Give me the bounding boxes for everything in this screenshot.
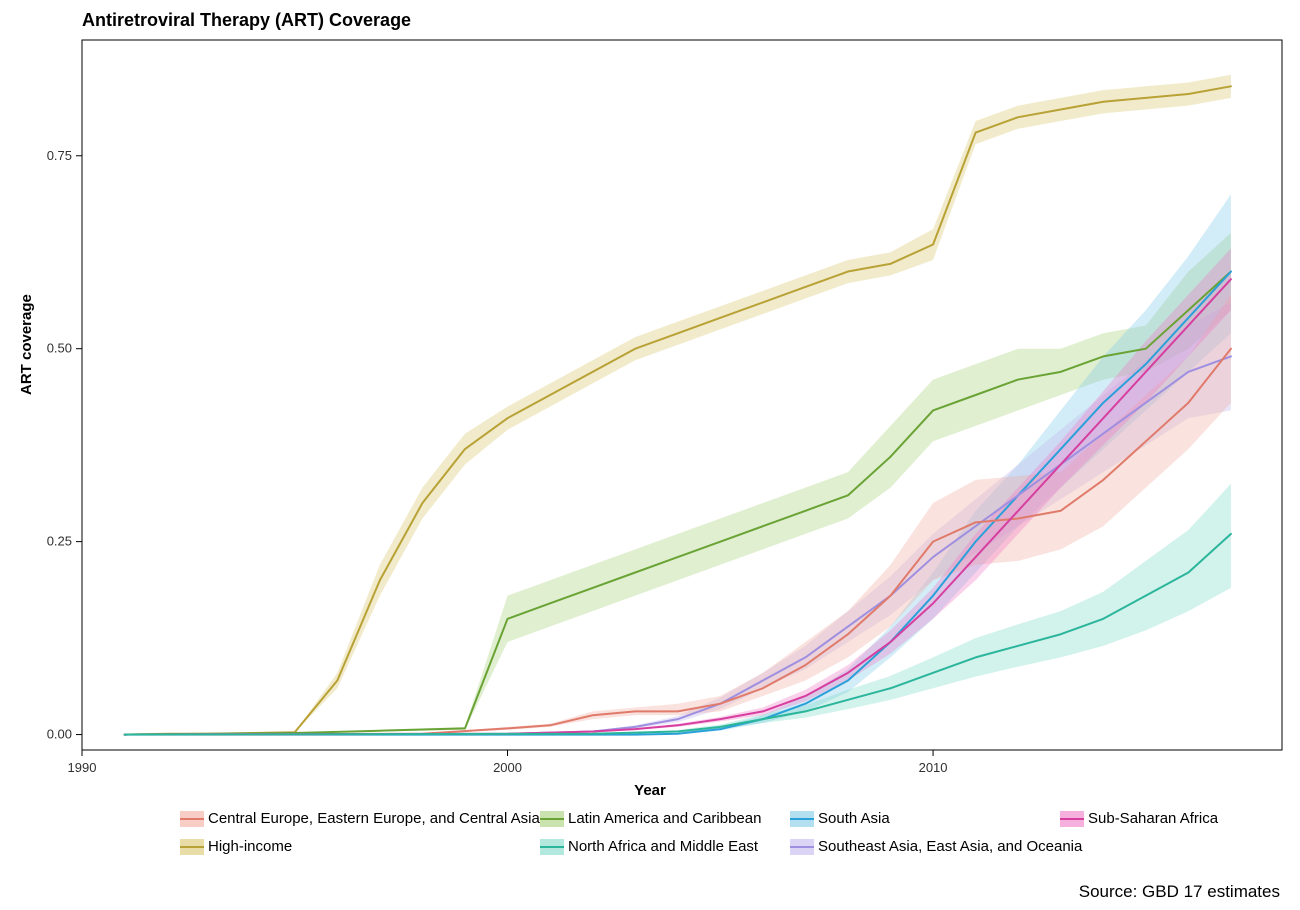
legend-swatch xyxy=(790,839,814,855)
legend-item-name: North Africa and Middle East xyxy=(540,838,758,855)
source-note: Source: GBD 17 estimates xyxy=(1079,882,1280,902)
x-tick-label: 2010 xyxy=(919,760,948,775)
y-tick-label: 0.00 xyxy=(47,727,72,742)
x-tick-label: 2000 xyxy=(493,760,522,775)
legend-swatch xyxy=(540,839,564,855)
legend-label: High-income xyxy=(208,838,292,855)
legend-item-hi: High-income xyxy=(180,838,292,855)
legend-swatch xyxy=(180,811,204,827)
legend-swatch xyxy=(540,811,564,827)
chart-plot: 1990 2000 2010 0.00 0.25 0.50 0.75 xyxy=(0,0,1300,910)
legend-swatch xyxy=(790,811,814,827)
legend-swatch xyxy=(180,839,204,855)
x-axis-label-text: Year xyxy=(634,782,666,799)
legend-label: Central Europe, Eastern Europe, and Cent… xyxy=(208,810,540,827)
legend-item-seao: Southeast Asia, East Asia, and Oceania xyxy=(790,838,1082,855)
y-tick-label: 0.25 xyxy=(47,534,72,549)
source-note-text: Source: GBD 17 estimates xyxy=(1079,882,1280,901)
legend-label: Southeast Asia, East Asia, and Oceania xyxy=(818,838,1082,855)
legend-label: North Africa and Middle East xyxy=(568,838,758,855)
legend-label: Sub-Saharan Africa xyxy=(1088,810,1218,827)
y-tick-label: 0.75 xyxy=(47,148,72,163)
legend-item-ssa: Sub-Saharan Africa xyxy=(1060,810,1218,827)
legend-item-ceeca: Central Europe, Eastern Europe, and Cent… xyxy=(180,810,540,827)
y-tick-label: 0.50 xyxy=(47,341,72,356)
legend-item-sasia: South Asia xyxy=(790,810,890,827)
legend-label: Latin America and Caribbean xyxy=(568,810,761,827)
legend-swatch xyxy=(1060,811,1084,827)
legend-label: South Asia xyxy=(818,810,890,827)
x-axis-label: Year xyxy=(634,782,666,799)
legend-item-lac: Latin America and Caribbean xyxy=(540,810,761,827)
x-tick-label: 1990 xyxy=(68,760,97,775)
